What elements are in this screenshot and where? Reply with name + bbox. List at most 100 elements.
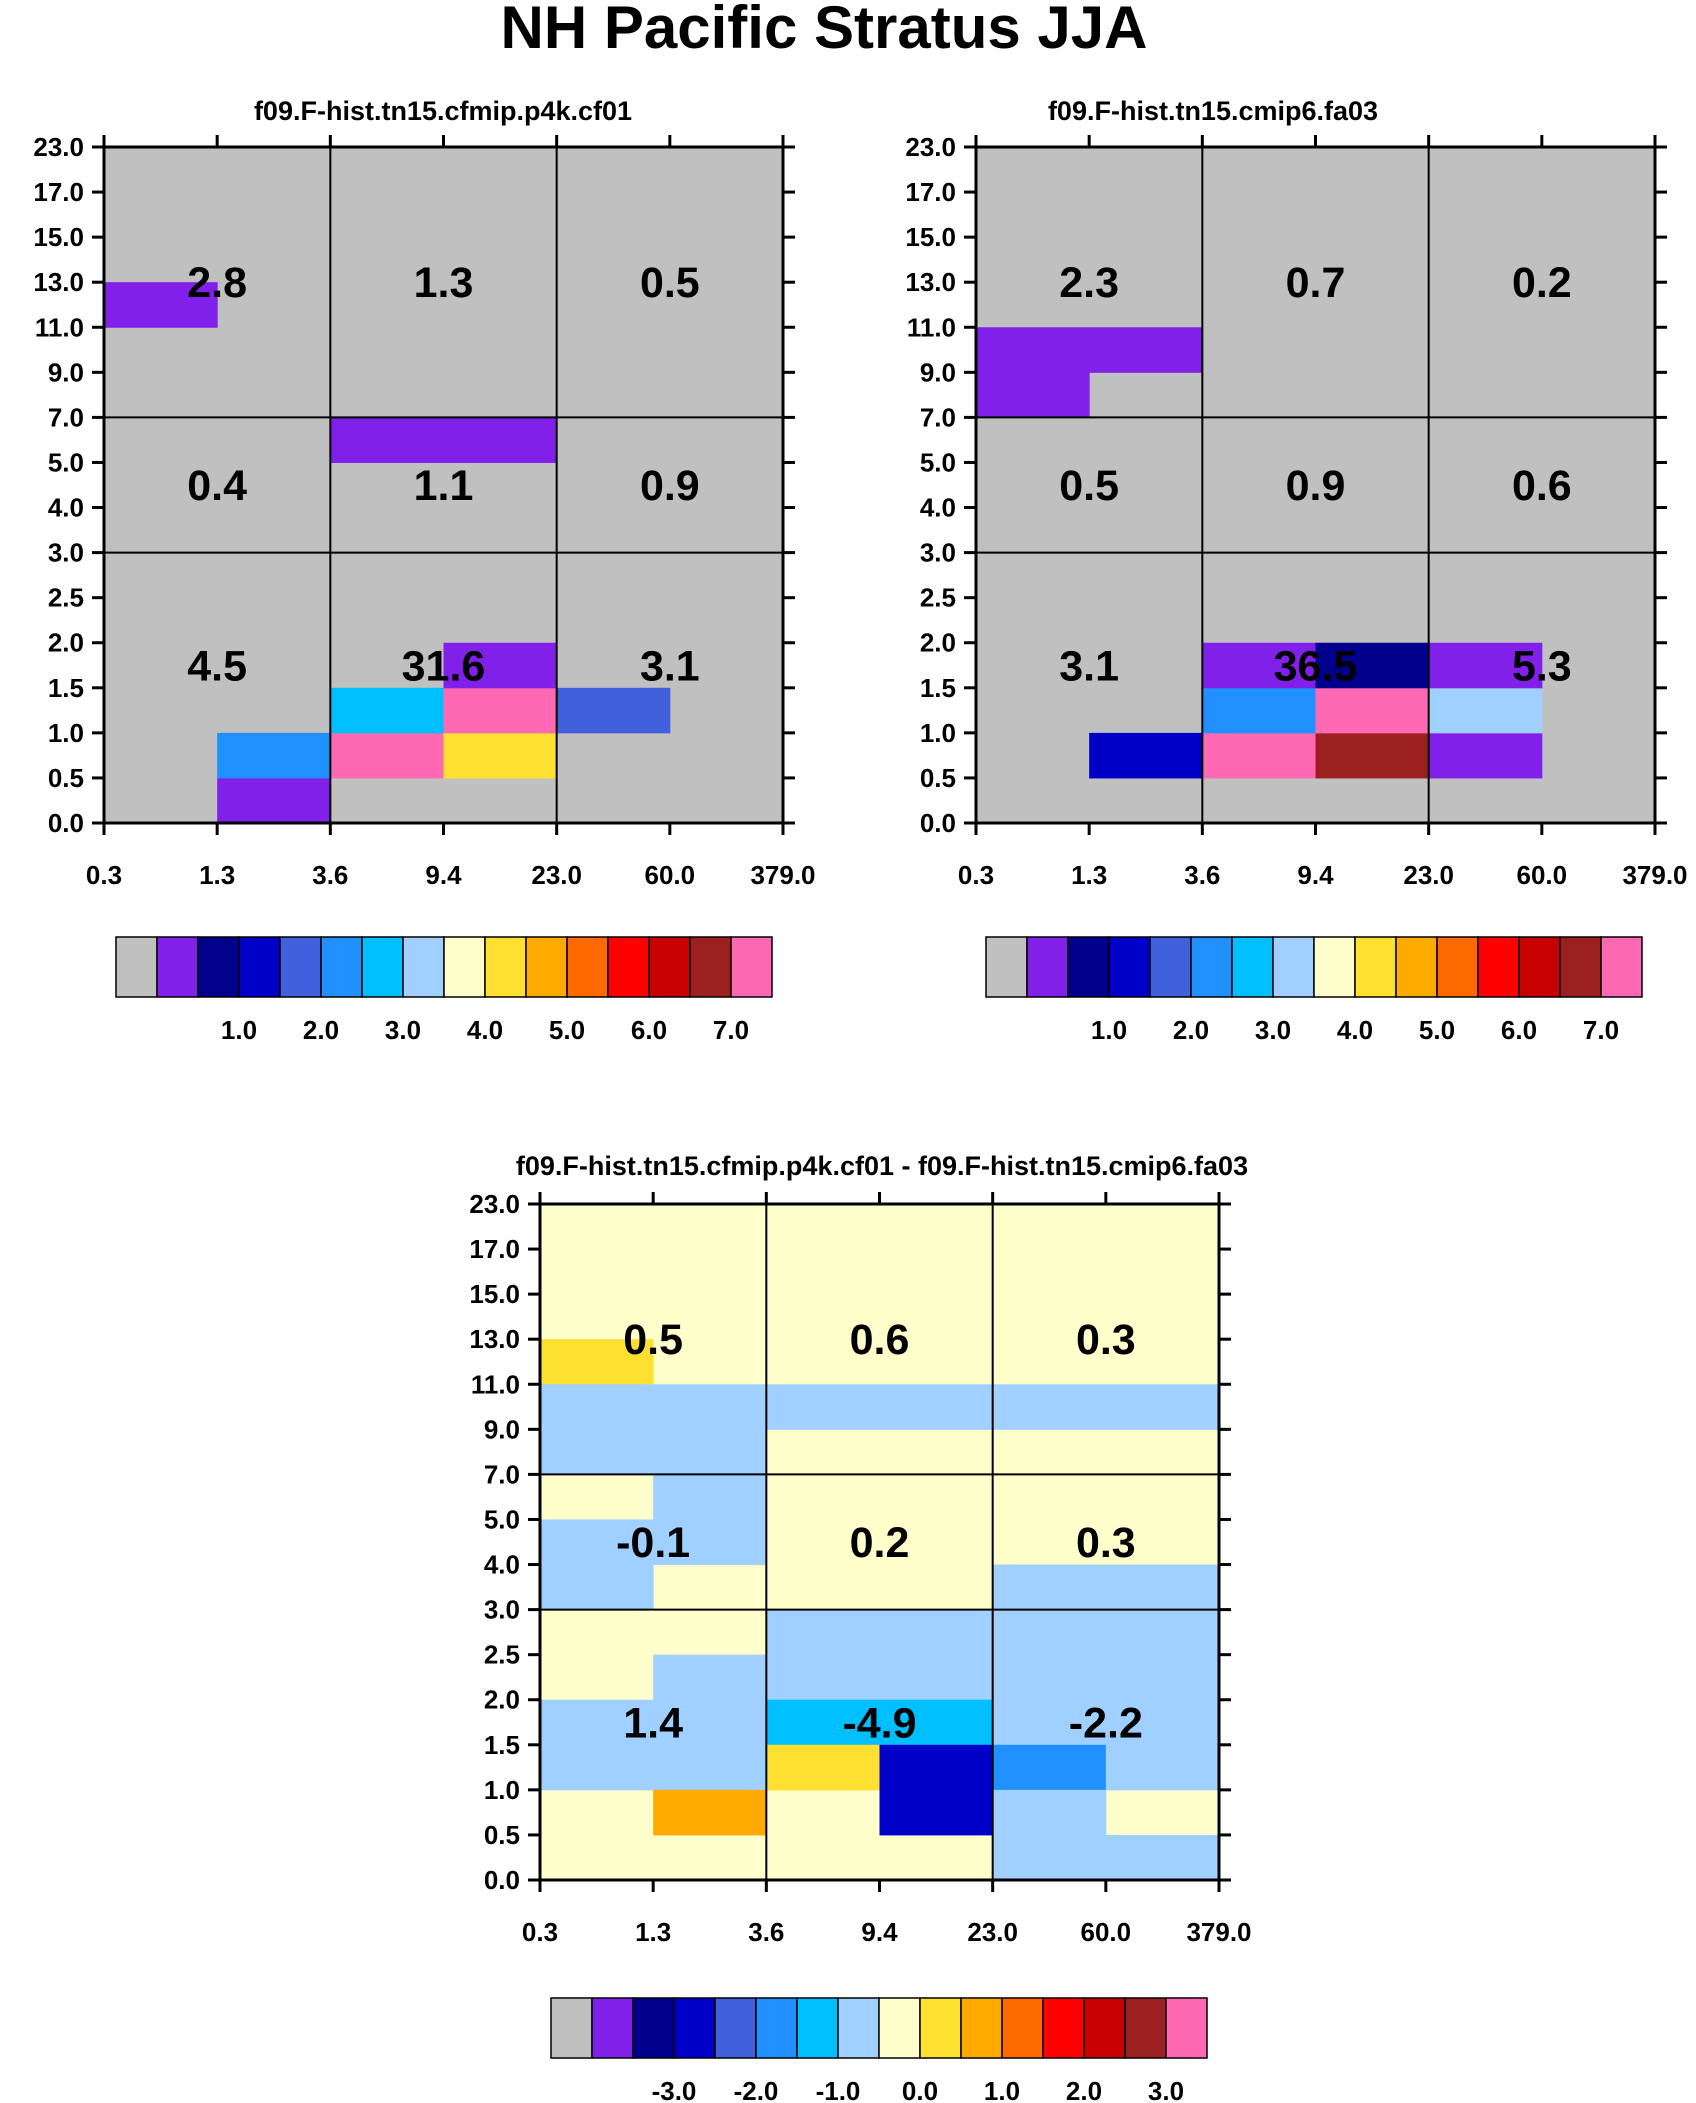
y-tick-label: 1.5 bbox=[48, 673, 84, 703]
x-tick-label: 23.0 bbox=[1403, 860, 1454, 890]
colorbar-swatch bbox=[1083, 1997, 1126, 2059]
histogram-cell bbox=[992, 1564, 1220, 1611]
histogram-cell bbox=[1105, 1744, 1220, 1791]
histogram-cell bbox=[540, 1699, 767, 1791]
box-value-label: 3.1 bbox=[1059, 642, 1119, 690]
x-tick-label: 9.4 bbox=[1297, 860, 1334, 890]
y-tick-label: 23.0 bbox=[33, 132, 84, 162]
x-tick-label: 379.0 bbox=[750, 860, 815, 890]
colorbar-swatch bbox=[402, 936, 445, 998]
colorbar-swatch bbox=[1559, 936, 1602, 998]
panel-title: f09.F-hist.tn15.cfmip.p4k.cf01 - f09.F-h… bbox=[516, 1151, 1248, 1181]
histogram-cell bbox=[1105, 1834, 1220, 1881]
histogram-cell bbox=[330, 417, 558, 463]
box-value-label: 0.2 bbox=[1512, 259, 1572, 307]
histogram-cell bbox=[992, 1744, 1107, 1791]
colorbar-swatch bbox=[550, 1997, 593, 2059]
x-tick-label: 379.0 bbox=[1186, 1917, 1251, 1947]
colorbar-swatch bbox=[1600, 936, 1643, 998]
y-tick-label: 7.0 bbox=[48, 402, 84, 432]
panel-title: f09.F-hist.tn15.cfmip.p4k.cf01 bbox=[254, 96, 632, 126]
colorbar-label: 7.0 bbox=[713, 1015, 749, 1045]
y-tick-label: 3.0 bbox=[484, 1595, 520, 1625]
y-tick-label: 13.0 bbox=[33, 267, 84, 297]
colorbar-label: -3.0 bbox=[652, 2076, 697, 2103]
colorbar-swatch bbox=[985, 936, 1028, 998]
y-tick-label: 1.5 bbox=[484, 1730, 520, 1760]
colorbar-swatch bbox=[1124, 1997, 1167, 2059]
box-value-label: 0.5 bbox=[623, 1316, 683, 1364]
box-value-label: 3.1 bbox=[640, 642, 700, 690]
y-tick-label: 2.0 bbox=[484, 1685, 520, 1715]
colorbar-swatch bbox=[591, 1997, 634, 2059]
colorbar-swatch bbox=[730, 936, 773, 998]
y-tick-label: 2.5 bbox=[484, 1640, 520, 1670]
colorbar-swatch bbox=[1108, 936, 1151, 998]
y-tick-label: 5.0 bbox=[920, 447, 956, 477]
histogram-cell bbox=[540, 1384, 767, 1475]
y-tick-label: 13.0 bbox=[905, 267, 956, 297]
y-tick-label: 0.0 bbox=[920, 808, 956, 838]
histogram-cell bbox=[556, 687, 671, 734]
colorbar-label: -2.0 bbox=[734, 2076, 779, 2103]
histogram-cell bbox=[1315, 687, 1430, 734]
histogram-cell bbox=[540, 1339, 654, 1385]
box-value-label: 0.7 bbox=[1286, 259, 1346, 307]
colorbar-label: 1.0 bbox=[1091, 1015, 1127, 1045]
y-tick-label: 11.0 bbox=[35, 312, 84, 342]
colorbar-swatch bbox=[1149, 936, 1192, 998]
y-tick-label: 1.0 bbox=[484, 1775, 520, 1805]
histogram-cell bbox=[1202, 687, 1316, 734]
y-tick-label: 7.0 bbox=[484, 1459, 520, 1489]
box-value-label: 0.5 bbox=[1059, 462, 1119, 510]
histogram-cell bbox=[992, 1789, 1107, 1881]
y-tick-label: 0.0 bbox=[48, 808, 84, 838]
histogram-cell bbox=[104, 282, 218, 328]
colorbar-label: 6.0 bbox=[1501, 1015, 1537, 1045]
histogram-cell bbox=[1428, 732, 1543, 779]
y-tick-label: 11.0 bbox=[471, 1369, 520, 1399]
colorbar-swatch bbox=[755, 1997, 798, 2059]
colorbar-label: 5.0 bbox=[549, 1015, 585, 1045]
colorbar-swatch bbox=[632, 1997, 675, 2059]
histogram-cell bbox=[330, 732, 444, 779]
histogram-cell bbox=[976, 327, 1203, 373]
histogram-cell bbox=[1315, 732, 1430, 779]
colorbar-swatch bbox=[714, 1997, 757, 2059]
histogram-cell bbox=[1428, 687, 1543, 734]
colorbar-swatch bbox=[1067, 936, 1110, 998]
colorbar-swatch bbox=[1042, 1997, 1085, 2059]
box-value-label: 2.3 bbox=[1059, 259, 1119, 307]
box-value-label: 0.4 bbox=[187, 462, 247, 510]
colorbar-cmip6-fa03: 1.0 2.0 3.0 4.0 5.0 6.0 7.0 bbox=[985, 936, 1643, 1045]
histogram-cell bbox=[330, 687, 444, 734]
box-value-label: 36.5 bbox=[1274, 642, 1358, 690]
colorbar-swatch bbox=[960, 1997, 1003, 2059]
colorbar-swatch bbox=[878, 1997, 921, 2059]
box-value-label: 0.3 bbox=[1076, 1519, 1136, 1567]
box-value-label: 0.9 bbox=[1286, 462, 1346, 510]
histogram-cell bbox=[1315, 642, 1430, 689]
histogram-cell bbox=[653, 1654, 767, 1701]
colorbar-swatch bbox=[919, 1997, 962, 2059]
x-tick-label: 379.0 bbox=[1622, 860, 1687, 890]
box-value-label: 0.5 bbox=[640, 259, 700, 307]
colorbar-label: 3.0 bbox=[1255, 1015, 1291, 1045]
y-tick-label: 2.0 bbox=[48, 628, 84, 658]
x-tick-label: 60.0 bbox=[1517, 860, 1568, 890]
y-tick-label: 1.0 bbox=[920, 718, 956, 748]
panel-difference: f09.F-hist.tn15.cfmip.p4k.cf01 - f09.F-h… bbox=[469, 1151, 1251, 1947]
y-tick-label: 0.5 bbox=[48, 763, 84, 793]
colorbar-swatch bbox=[1231, 936, 1274, 998]
colorbar-swatch bbox=[1477, 936, 1520, 998]
colorbar-label: 2.0 bbox=[1173, 1015, 1209, 1045]
colorbar-swatch bbox=[1518, 936, 1561, 998]
colorbar-swatch bbox=[320, 936, 363, 998]
x-tick-label: 23.0 bbox=[967, 1917, 1018, 1947]
colorbar-swatch bbox=[673, 1997, 716, 2059]
histogram-cell bbox=[879, 1744, 994, 1836]
y-tick-label: 3.0 bbox=[920, 538, 956, 568]
y-tick-label: 4.0 bbox=[484, 1550, 520, 1580]
colorbar-label: 4.0 bbox=[1337, 1015, 1373, 1045]
box-value-label: 0.9 bbox=[640, 462, 700, 510]
